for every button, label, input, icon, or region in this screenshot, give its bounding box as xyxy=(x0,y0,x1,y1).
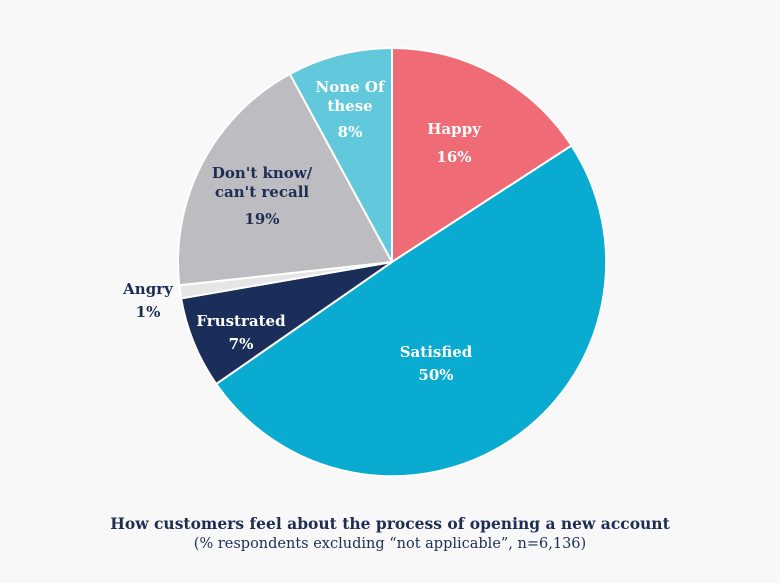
slice-label-angry: Angry xyxy=(122,280,174,298)
pie-slice-none-of-these xyxy=(288,47,393,263)
chart-subtitle: (% respondents excluding “not applicable… xyxy=(193,536,587,552)
slice-value-frustrated: 7% xyxy=(229,335,254,353)
slice-value-none-of-these: 8% xyxy=(338,123,363,141)
slice-value-happy: 16% xyxy=(436,148,471,166)
slice-value-satisfied: 50% xyxy=(418,366,453,384)
slice-value-don-t-know-can-t-recall: 19% xyxy=(244,210,279,228)
pie-slice-satisfied xyxy=(215,144,608,478)
pie-labels: Happy 16% Satisfied 50% Frustrated 7% Angry 1% D… xyxy=(122,78,482,384)
slice-label-happy: Happy xyxy=(427,120,482,138)
slice-label-frustrated: Frustrated xyxy=(196,312,286,330)
slice-value-angry: 1% xyxy=(136,303,161,321)
pie-slice-don-t-know-can-t-recall xyxy=(177,72,393,287)
slice-label-satisfied: Satisfied xyxy=(400,343,473,361)
pie-slice-happy xyxy=(391,47,573,263)
slice-label-none-of-these: None Of these xyxy=(316,78,386,115)
slice-label-don-t-know-can-t-recall: Don't know/can't recall xyxy=(212,164,313,201)
pie-slices xyxy=(177,47,608,478)
chart-title: How customers feel about the process of … xyxy=(110,514,670,533)
